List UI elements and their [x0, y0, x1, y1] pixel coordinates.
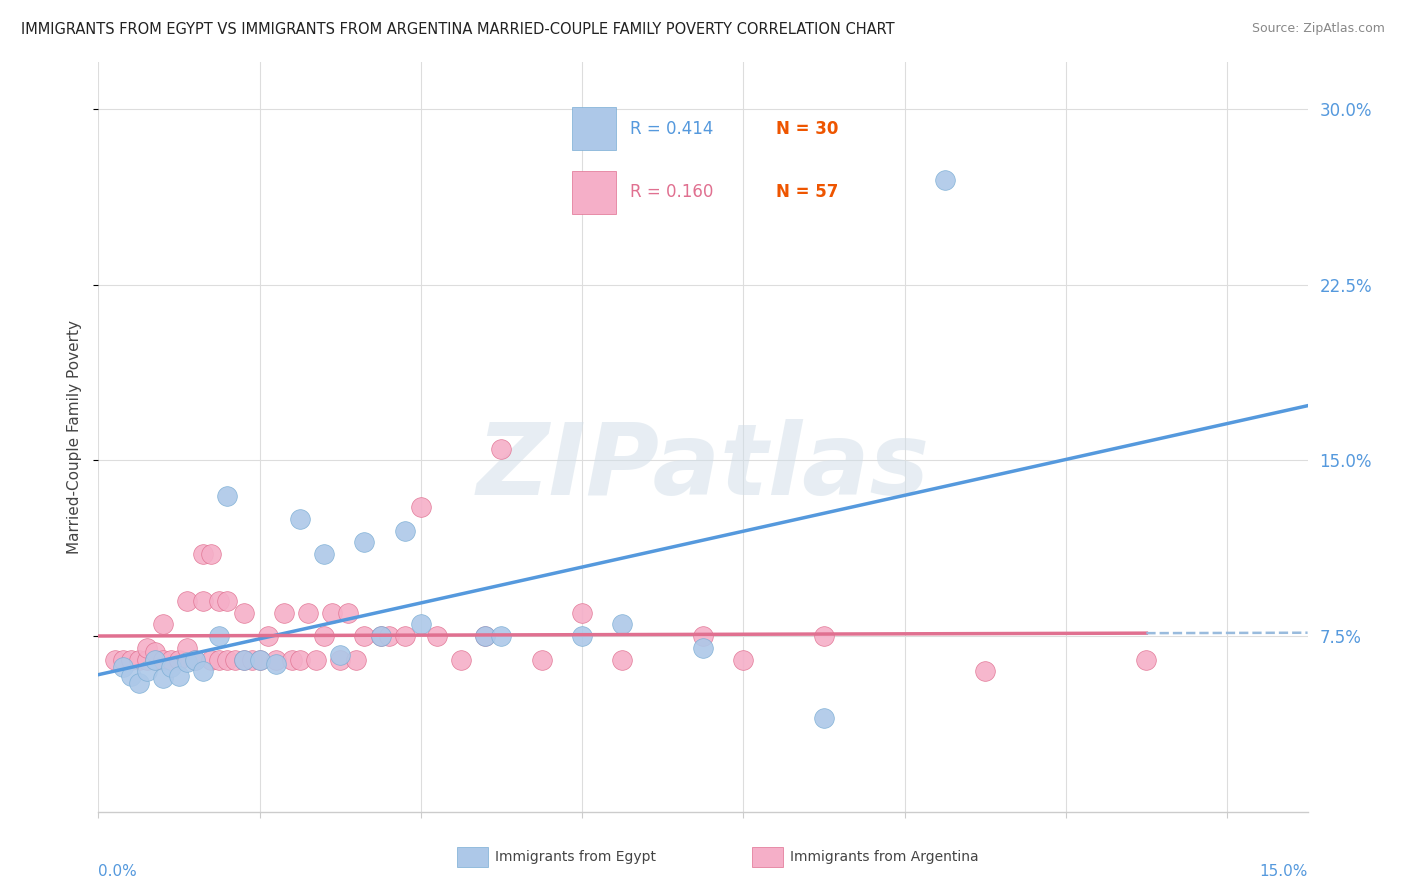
Point [240, 652, 263, 666]
Point [143, 646, 166, 660]
Point [111, 652, 134, 666]
Point [111, 659, 134, 673]
Point [128, 652, 150, 666]
Point [160, 652, 183, 666]
Point [370, 629, 392, 643]
Point [934, 172, 956, 186]
Point [200, 547, 222, 561]
Point [120, 652, 142, 666]
Point [426, 629, 449, 643]
Point [612, 652, 634, 666]
Point [491, 629, 513, 643]
Point [249, 652, 271, 666]
Point [167, 652, 190, 666]
Point [176, 640, 198, 655]
Point [571, 606, 593, 620]
Point [143, 652, 166, 666]
Point [314, 629, 336, 643]
Point [344, 652, 367, 666]
Point [692, 629, 714, 643]
Point [256, 629, 278, 643]
Text: Immigrants from Egypt: Immigrants from Egypt [495, 850, 657, 864]
Text: IMMIGRANTS FROM EGYPT VS IMMIGRANTS FROM ARGENTINA MARRIED-COUPLE FAMILY POVERTY: IMMIGRANTS FROM EGYPT VS IMMIGRANTS FROM… [21, 22, 894, 37]
Point [329, 652, 352, 666]
Point [409, 500, 432, 515]
Point [135, 652, 157, 666]
Point [120, 669, 142, 683]
Point [353, 629, 375, 643]
Point [143, 652, 166, 666]
Point [200, 652, 222, 666]
Point [224, 652, 246, 666]
Point [530, 652, 553, 666]
Point [409, 617, 432, 632]
Point [321, 606, 343, 620]
Text: Immigrants from Argentina: Immigrants from Argentina [790, 850, 979, 864]
Text: ZIPatlas: ZIPatlas [477, 418, 929, 516]
Point [370, 629, 392, 643]
Point [1135, 652, 1157, 666]
Point [377, 629, 399, 643]
Point [264, 657, 287, 672]
Point [329, 648, 352, 662]
Point [450, 652, 472, 666]
Point [474, 629, 496, 643]
Point [193, 547, 215, 561]
Point [288, 652, 311, 666]
Point [394, 524, 416, 538]
Point [813, 711, 835, 725]
Point [249, 652, 271, 666]
Point [176, 594, 198, 608]
Point [733, 652, 755, 666]
Point [128, 676, 150, 690]
Point [103, 652, 125, 666]
Text: Source: ZipAtlas.com: Source: ZipAtlas.com [1251, 22, 1385, 36]
Point [193, 594, 215, 608]
Point [273, 606, 295, 620]
Point [208, 629, 231, 643]
Point [281, 652, 304, 666]
Text: 15.0%: 15.0% [1260, 864, 1308, 880]
Point [288, 512, 311, 526]
Point [813, 629, 835, 643]
Point [176, 655, 198, 669]
Point [152, 617, 174, 632]
Point [297, 606, 319, 620]
Point [264, 652, 287, 666]
Point [305, 652, 328, 666]
Point [160, 659, 183, 673]
Point [217, 594, 239, 608]
Text: 0.0%: 0.0% [98, 864, 138, 880]
Point [184, 652, 207, 666]
Point [232, 652, 254, 666]
Point [152, 652, 174, 666]
Point [974, 664, 997, 679]
Point [208, 652, 231, 666]
Point [193, 664, 215, 679]
Point [232, 652, 254, 666]
Point [184, 652, 207, 666]
Point [474, 629, 496, 643]
Point [692, 640, 714, 655]
Point [612, 617, 634, 632]
Point [571, 629, 593, 643]
Point [394, 629, 416, 643]
Point [217, 489, 239, 503]
Point [135, 664, 157, 679]
Point [217, 652, 239, 666]
Point [314, 547, 336, 561]
Point [135, 640, 157, 655]
Point [337, 606, 360, 620]
Point [232, 606, 254, 620]
Point [491, 442, 513, 456]
Y-axis label: Married-Couple Family Poverty: Married-Couple Family Poverty [67, 320, 83, 554]
Point [152, 671, 174, 685]
Point [167, 669, 190, 683]
Point [353, 535, 375, 549]
Point [208, 594, 231, 608]
